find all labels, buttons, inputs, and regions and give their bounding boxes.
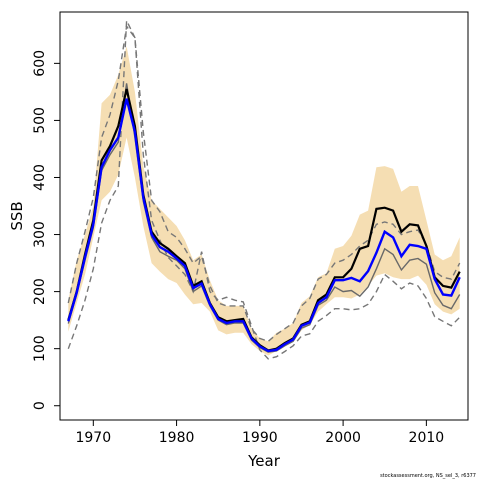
x-tick-label: 2000	[325, 430, 361, 446]
dashed-upper-line	[67, 24, 461, 343]
y-axis-title: SSB	[8, 201, 26, 230]
x-axis-title: Year	[247, 452, 281, 470]
footnote: stockassessment.org, NS_sel_3, r6377	[380, 473, 476, 479]
x-tick-label: 2010	[409, 430, 445, 446]
y-tick-label: 0	[32, 401, 48, 410]
plot-frame	[59, 11, 469, 421]
y-tick-label: 400	[32, 164, 48, 191]
y-tick-label: 200	[32, 278, 48, 305]
y-tick-label: 100	[32, 335, 48, 362]
y-tick-label: 500	[32, 107, 48, 134]
x-tick-label: 1990	[242, 430, 278, 446]
y-tick-label: 300	[32, 221, 48, 248]
x-tick-label: 1980	[159, 430, 195, 446]
y-tick-label: 600	[32, 50, 48, 77]
axes: 1970 1980 1990 2000 2010 0 100 200 300 400 500 600	[32, 11, 469, 446]
x-tick-label: 1970	[75, 430, 111, 446]
plot-area	[67, 20, 461, 360]
blue-line	[67, 98, 461, 353]
